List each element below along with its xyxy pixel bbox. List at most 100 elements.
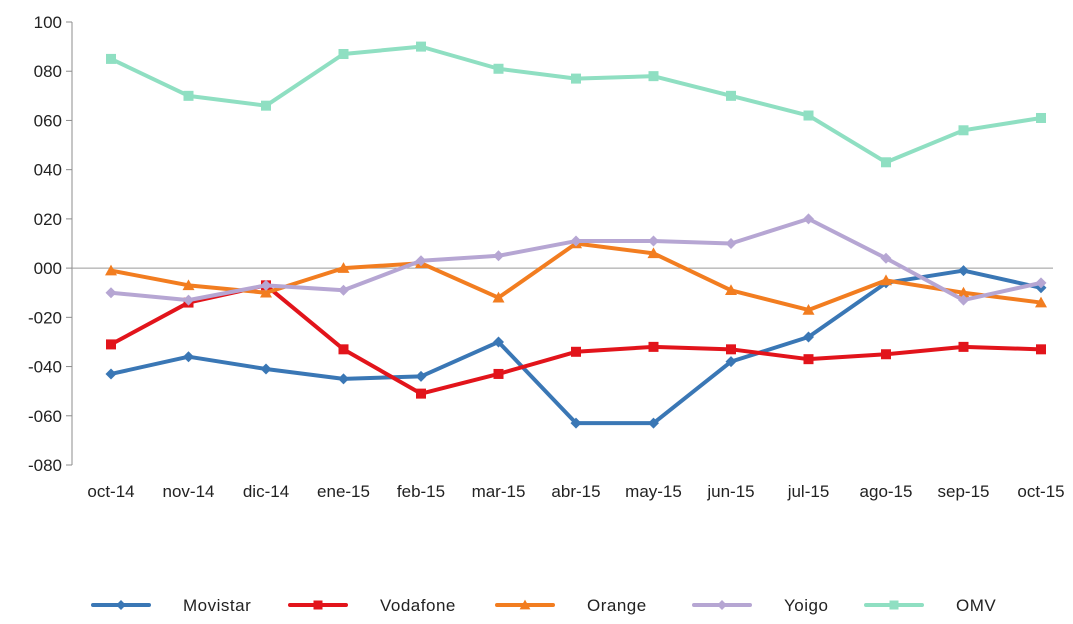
data-point-movistar (725, 356, 737, 368)
data-point-movistar (493, 336, 504, 348)
data-point-omv (183, 90, 194, 101)
legend-item-vodafone: Vodafone (288, 596, 456, 615)
y-tick-label: 000 (34, 259, 62, 278)
data-point-movistar (105, 368, 117, 380)
data-point-vodafone (493, 368, 504, 379)
x-tick-label: ago-15 (860, 482, 913, 501)
data-point-omv (958, 125, 969, 136)
data-point-yoigo (958, 294, 969, 306)
legend-label-vodafone: Vodafone (380, 596, 456, 615)
data-point-vodafone (881, 349, 891, 360)
y-tick-label: 100 (34, 13, 62, 32)
data-point-orange (802, 303, 815, 315)
data-point-vodafone (648, 341, 659, 352)
x-tick-label: jul-15 (787, 482, 830, 501)
data-point-movistar (648, 417, 659, 429)
legend-label-omv: OMV (956, 596, 996, 615)
data-point-orange (1035, 296, 1047, 308)
y-tick-label: -080 (28, 456, 62, 475)
series-yoigo (105, 213, 1047, 306)
data-point-movistar (803, 331, 814, 343)
data-point-orange (260, 286, 272, 298)
data-point-vodafone (958, 341, 969, 352)
x-tick-label: sep-15 (938, 482, 990, 501)
data-point-yoigo (260, 279, 272, 291)
legend-marker-movistar (116, 600, 126, 610)
x-tick-label: ene-15 (317, 482, 370, 501)
data-point-yoigo (415, 255, 427, 267)
data-point-omv (881, 157, 891, 168)
data-point-yoigo (183, 294, 194, 306)
x-tick-label: may-15 (625, 482, 682, 501)
data-point-vodafone (338, 344, 349, 355)
legend-marker-orange (519, 599, 531, 610)
data-point-movistar (415, 370, 427, 382)
legend-item-orange: Orange (495, 596, 647, 615)
x-tick-label: nov-14 (163, 482, 215, 501)
y-tick-label: 020 (34, 210, 62, 229)
x-tick-label: abr-15 (551, 482, 600, 501)
data-point-omv (493, 63, 504, 74)
data-point-movistar (570, 417, 582, 429)
data-point-vodafone (571, 346, 581, 357)
legend-marker-yoigo (717, 600, 727, 610)
data-point-omv (571, 73, 581, 84)
y-tick-label: -040 (28, 358, 62, 377)
data-point-orange (880, 274, 892, 286)
legend-marker-omv (889, 600, 899, 610)
data-point-orange (647, 247, 660, 259)
data-point-omv (106, 53, 116, 64)
data-point-orange (492, 291, 505, 303)
data-point-yoigo (803, 213, 814, 225)
data-point-yoigo (493, 250, 504, 262)
data-point-vodafone (726, 344, 736, 355)
data-point-orange (337, 262, 350, 273)
legend-item-yoigo: Yoigo (692, 596, 828, 615)
legend-marker-vodafone (313, 600, 323, 610)
y-tick-label: 080 (34, 62, 62, 81)
data-point-yoigo (880, 252, 892, 264)
y-axis: 100 080 060 040 020 000 -020 -040 -060 -080 (28, 13, 1053, 475)
series-vodafone (106, 280, 1046, 399)
series-line-yoigo (109, 216, 1043, 303)
data-point-vodafone (1036, 344, 1046, 355)
data-point-yoigo (105, 287, 117, 299)
data-point-omv (648, 71, 659, 82)
data-point-movistar (958, 265, 969, 277)
data-point-omv (261, 100, 271, 111)
legend-item-omv: OMV (864, 596, 996, 615)
data-point-omv (338, 48, 349, 59)
x-tick-label: mar-15 (472, 482, 526, 501)
series-line-vodafone (109, 283, 1043, 396)
series-group (105, 41, 1047, 429)
x-tick-label: jun-15 (706, 482, 754, 501)
series-orange (105, 237, 1047, 315)
data-point-yoigo (1035, 277, 1047, 289)
y-tick-label: 060 (34, 111, 62, 130)
legend-label-movistar: Movistar (183, 596, 251, 615)
legend-label-orange: Orange (587, 596, 647, 615)
data-point-omv (803, 110, 814, 121)
data-point-movistar (338, 373, 349, 385)
data-point-omv (1036, 112, 1046, 123)
data-point-movistar (260, 363, 272, 375)
data-point-yoigo (725, 238, 737, 249)
data-point-omv (726, 90, 736, 101)
x-tick-label: oct-14 (87, 482, 134, 501)
series-line-orange (109, 241, 1043, 312)
y-tick-label: 040 (34, 161, 62, 180)
legend-label-yoigo: Yoigo (784, 596, 828, 615)
data-point-vodafone (106, 339, 116, 350)
legend: Movistar Vodafone Orange Yoigo OMV (91, 596, 996, 615)
data-point-yoigo (570, 235, 582, 247)
x-tick-label: feb-15 (397, 482, 445, 501)
x-axis: oct-14 nov-14 dic-14 ene-15 feb-15 mar-15 abr-… (87, 482, 1064, 501)
x-tick-label: dic-14 (243, 482, 289, 501)
series-omv (106, 41, 1046, 168)
data-point-omv (416, 41, 426, 52)
y-tick-label: -060 (28, 407, 62, 426)
x-tick-label: oct-15 (1017, 482, 1064, 501)
data-point-orange (182, 279, 195, 291)
